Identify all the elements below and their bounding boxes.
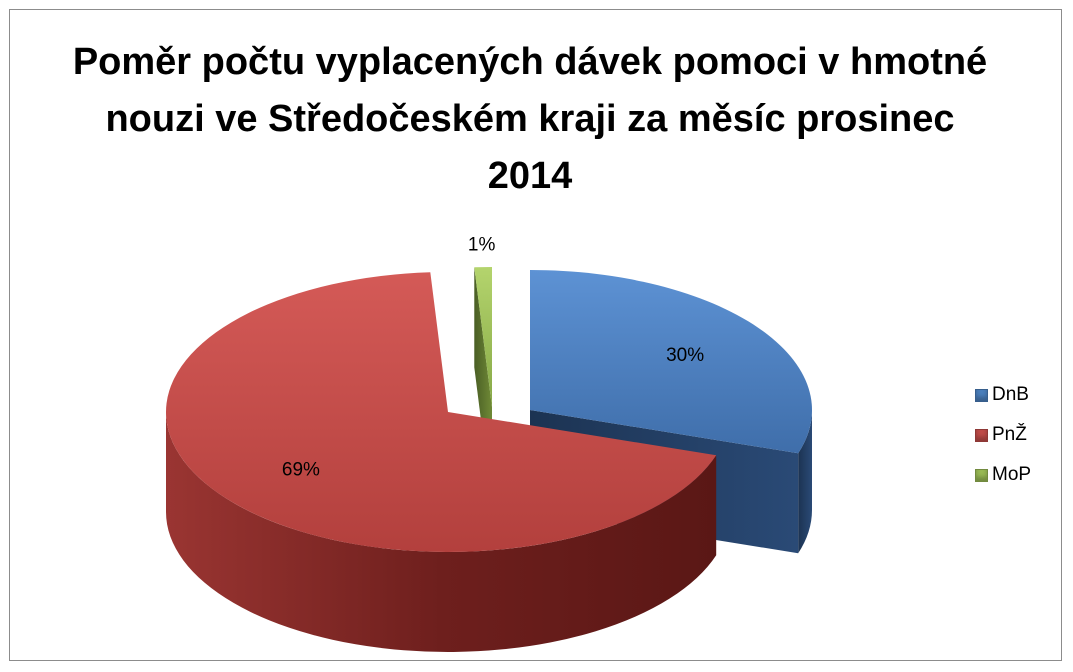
pie-slice-pnz <box>165 272 717 553</box>
data-label-dnb: 30% <box>666 345 704 366</box>
legend-label-dnb: DnB <box>992 384 1029 405</box>
legend-item-mop: MoP <box>975 463 1031 487</box>
data-label-mop: 1% <box>468 234 496 255</box>
legend-swatch-dnb <box>975 388 988 402</box>
legend-label-mop: MoP <box>992 464 1032 485</box>
legend-swatch-pnz <box>975 428 988 442</box>
pie-slice-mop <box>474 267 492 407</box>
legend-swatch-mop <box>975 468 988 482</box>
pie-slice-dnb <box>530 270 812 454</box>
legend-label-pnz: PnŽ <box>992 424 1027 445</box>
chart-title: Poměr počtu vyplacených dávek pomoci v h… <box>72 41 988 197</box>
pie-slice-side-dnb <box>798 410 812 554</box>
pie-slice-side-pnz <box>166 412 717 652</box>
legend-item-dnb: DnB <box>975 383 1031 407</box>
legend: DnB PnŽ MoP <box>975 383 1031 503</box>
data-label-pnz: 69% <box>282 460 320 481</box>
legend-item-pnz: PnŽ <box>975 423 1031 447</box>
